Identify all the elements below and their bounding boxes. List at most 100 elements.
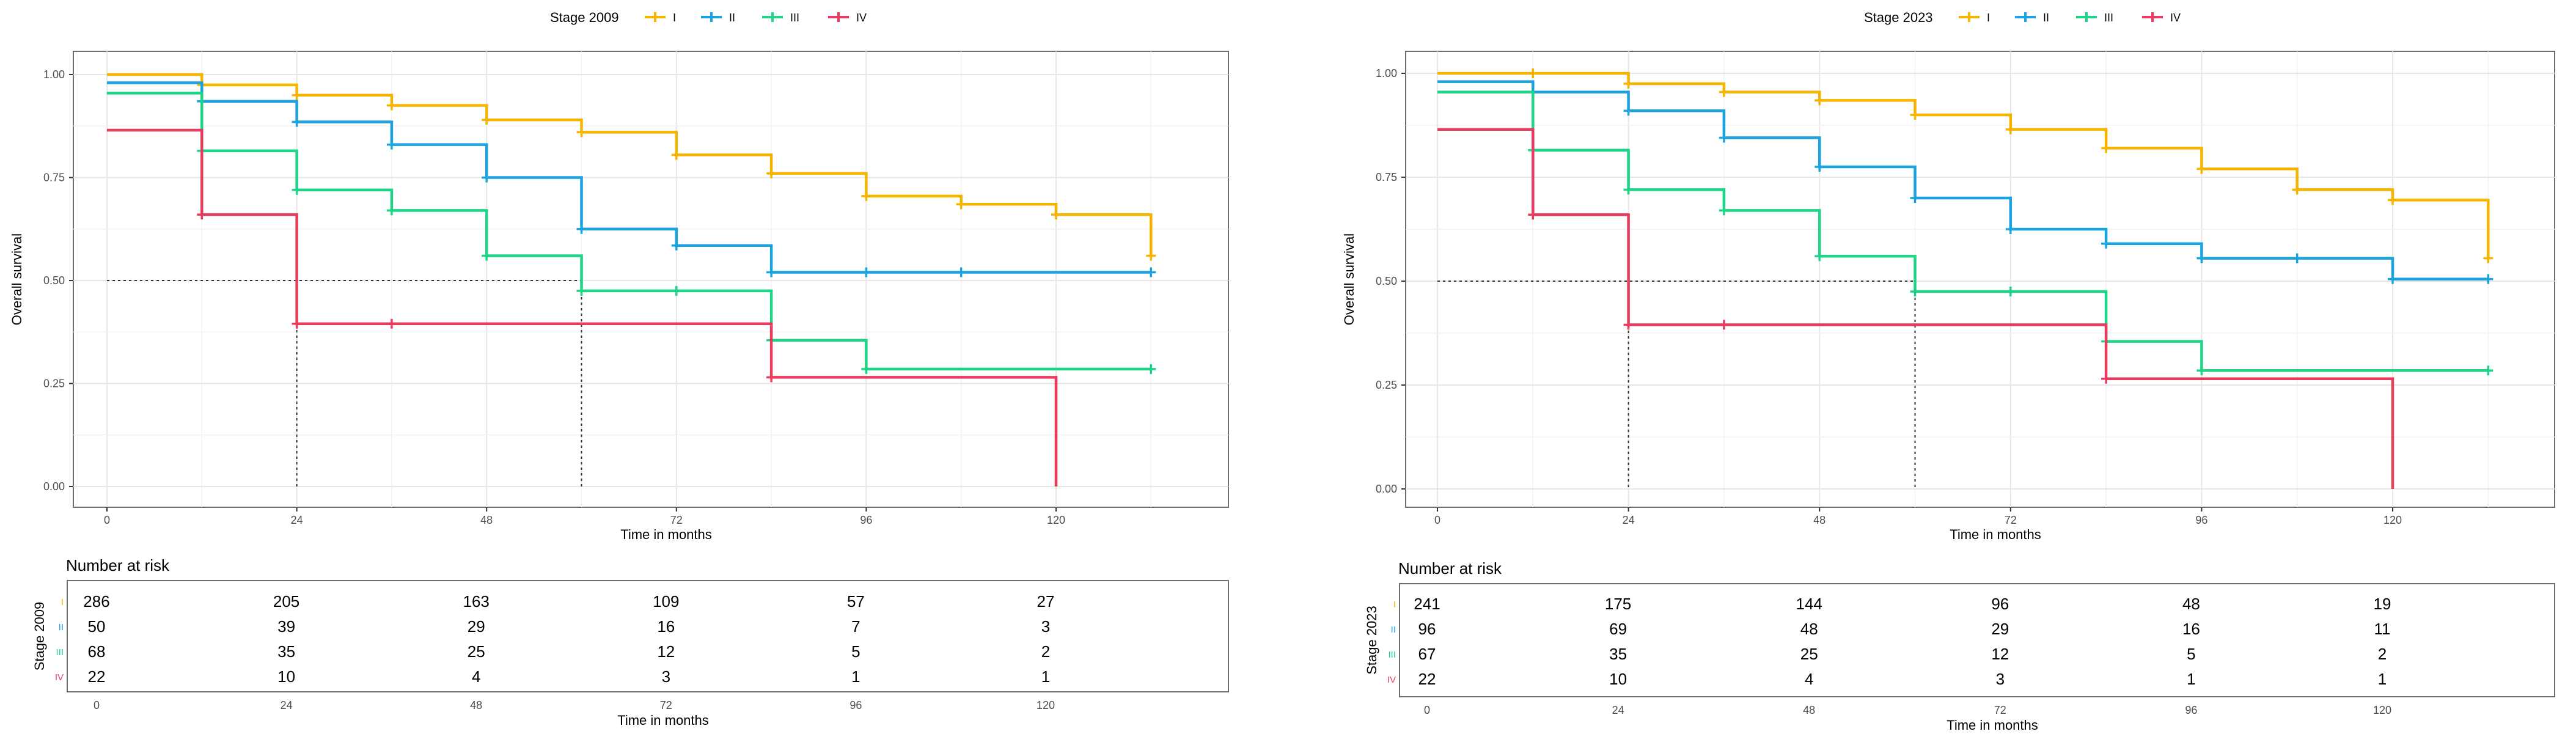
- censor-mark: [386, 318, 397, 329]
- x-tick-label: 48: [480, 514, 493, 526]
- risk-row-label: II: [1391, 625, 1396, 635]
- risk-count: 175: [1605, 595, 1631, 613]
- legend-label: III: [2104, 12, 2113, 24]
- x-tick-label: 0: [1434, 514, 1440, 526]
- risk-count: 241: [1414, 595, 1440, 613]
- risk-count: 205: [273, 592, 299, 611]
- y-tick-label: 0.25: [43, 378, 65, 390]
- censor-mark: [1719, 205, 1729, 216]
- censor-mark: [766, 267, 777, 277]
- risk-count: 2: [2378, 645, 2387, 663]
- risk-x-tick-label: 48: [1803, 704, 1815, 716]
- censor-mark: [2388, 195, 2398, 205]
- legend-item-III: III: [762, 12, 799, 24]
- risk-count: 3: [1996, 670, 2005, 688]
- censor-mark: [292, 318, 302, 329]
- risk-table-title: Number at risk: [66, 556, 170, 574]
- risk-count: 16: [2182, 620, 2200, 638]
- y-tick-label: 0.50: [1376, 275, 1397, 287]
- risk-x-tick-label: 96: [849, 699, 862, 711]
- x-tick-label: 120: [2383, 514, 2402, 526]
- y-tick-label: 1.00: [43, 68, 65, 81]
- risk-count: 22: [1418, 670, 1436, 688]
- risk-row-I: I 241 175 144 96 48 19: [1393, 595, 2391, 613]
- x-tick-label: 48: [1813, 514, 1826, 526]
- risk-table-y-title: Stage 2009: [32, 602, 47, 671]
- risk-count: 48: [1800, 620, 1818, 638]
- risk-x-tick-label: 24: [1612, 704, 1624, 716]
- risk-count: 29: [468, 617, 485, 636]
- legend-label: I: [673, 12, 676, 24]
- risk-count: 144: [1796, 595, 1822, 613]
- censor-mark: [292, 185, 302, 195]
- risk-row-IV: IV 22 10 4 3 1 1: [1387, 670, 2387, 688]
- risk-x-tick-label: 72: [660, 699, 672, 711]
- km-curve-III: [107, 92, 1151, 371]
- censor-mark: [861, 364, 872, 374]
- censor-mark: [2005, 224, 2016, 234]
- legend-title: Stage 2023: [1864, 10, 1933, 25]
- risk-count: 4: [1805, 670, 1813, 688]
- x-axis-title: Time in months: [620, 527, 712, 542]
- censor-mark: [386, 139, 397, 150]
- legend-item-I: I: [1959, 12, 1990, 24]
- risk-count: 286: [83, 592, 109, 611]
- censor-mark: [671, 285, 681, 296]
- risk-count: 12: [657, 642, 675, 661]
- risk-x-tick-label: 0: [1424, 704, 1430, 716]
- censor-mark: [292, 117, 302, 127]
- censor-mark: [386, 205, 397, 216]
- censor-mark: [766, 372, 777, 383]
- risk-count: 11: [2374, 620, 2391, 638]
- risk-row-label: I: [61, 597, 64, 607]
- censor-mark: [2292, 253, 2302, 263]
- km-series-II: [1437, 80, 2493, 284]
- risk-count: 35: [277, 642, 295, 661]
- censor-mark: [2101, 143, 2112, 153]
- y-tick-label: 0.75: [1376, 171, 1397, 183]
- censor-mark: [956, 199, 966, 210]
- censor-mark: [2101, 238, 2112, 249]
- censor-mark: [292, 90, 302, 100]
- km-series-IV: [107, 128, 1058, 486]
- risk-x-tick-label: 72: [1994, 704, 2006, 716]
- censor-mark: [1719, 320, 1729, 330]
- censor-mark: [1146, 267, 1156, 277]
- censor-mark: [1623, 106, 1634, 116]
- risk-count: 57: [847, 592, 865, 611]
- censor-mark: [1815, 95, 1825, 106]
- risk-count: 10: [277, 667, 295, 686]
- y-tick-label: 1.00: [1376, 67, 1397, 79]
- risk-count: 1: [2187, 670, 2195, 688]
- risk-row-I: I 286 205 163 109 57 27: [61, 592, 1055, 611]
- legend-item-III: III: [2076, 12, 2113, 24]
- censor-mark: [861, 267, 872, 277]
- x-tick-label: 72: [2005, 514, 2017, 526]
- censor-mark: [1910, 110, 1920, 120]
- risk-count: 68: [88, 642, 106, 661]
- censor-mark: [576, 224, 587, 234]
- risk-count: 19: [2374, 595, 2391, 613]
- risk-row-III: III 67 35 25 12 5 2: [1388, 645, 2387, 663]
- risk-count: 39: [277, 617, 295, 636]
- y-tick-label: 0.75: [43, 172, 65, 184]
- risk-count: 7: [851, 617, 860, 636]
- censor-mark: [1623, 320, 1634, 330]
- censor-mark: [1051, 210, 1061, 220]
- risk-count: 48: [2182, 595, 2200, 613]
- legend-label: II: [729, 12, 735, 24]
- legend-item-IV: IV: [2142, 12, 2181, 24]
- risk-x-tick-label: 24: [281, 699, 293, 711]
- censor-mark: [482, 251, 492, 261]
- risk-count: 96: [1418, 620, 1436, 638]
- risk-row-label: IV: [55, 672, 64, 683]
- censor-mark: [671, 150, 681, 160]
- censor-mark: [2388, 274, 2398, 284]
- x-tick-label: 0: [104, 514, 110, 526]
- risk-count: 4: [472, 667, 480, 686]
- legend-label: IV: [2170, 12, 2181, 24]
- legend-label: I: [1987, 12, 1990, 24]
